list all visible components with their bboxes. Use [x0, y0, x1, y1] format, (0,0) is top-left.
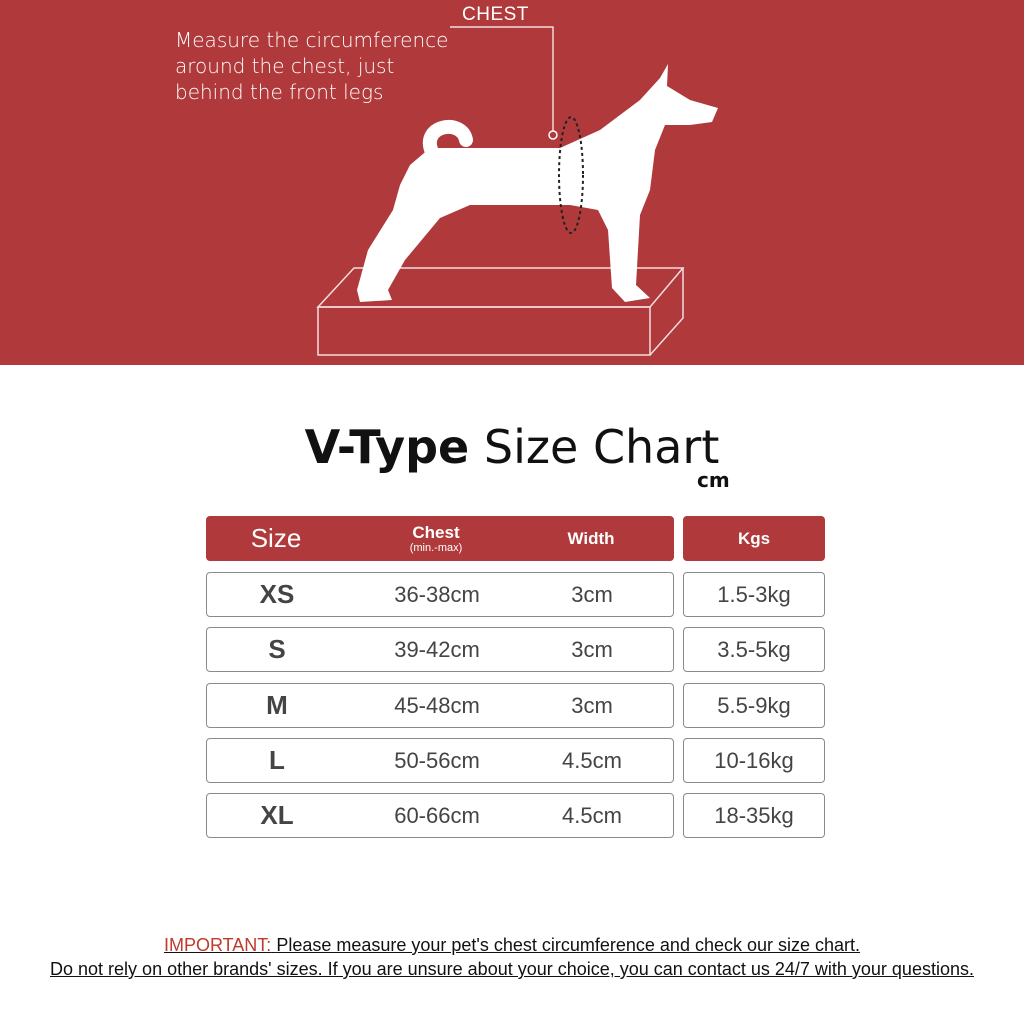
size-cell: L — [269, 745, 285, 775]
page-title: V-Type Size Chart — [0, 420, 1024, 474]
chest-cell: 39-42cm — [394, 636, 480, 662]
kgs-row: 10-16kg — [683, 738, 825, 783]
chest-cell: 36-38cm — [394, 581, 480, 607]
title-regular: Size Chart — [483, 420, 720, 474]
platform-box — [316, 267, 685, 356]
header-size: Size — [250, 523, 302, 553]
size-cell: S — [268, 634, 286, 664]
kgs-row: 1.5-3kg — [683, 572, 825, 617]
dog-silhouette — [357, 64, 718, 302]
chest-pointer-line — [450, 26, 554, 131]
title-bold: V-Type — [304, 420, 470, 474]
chest-cell: 50-56cm — [394, 747, 480, 773]
chest-strap-indicator — [558, 116, 584, 234]
footer-line-2: Do not rely on other brands' sizes. If y… — [50, 959, 974, 979]
width-cell: 3cm — [571, 636, 613, 662]
chest-cell: 60-66cm — [394, 802, 480, 828]
instruction-line: behind the front legs — [175, 80, 384, 104]
header-kgs: Kgs — [737, 528, 771, 548]
width-cell: 4.5cm — [562, 747, 622, 773]
chest-cell: 45-48cm — [394, 692, 480, 718]
kgs-cell: 3.5-5kg — [717, 636, 791, 662]
dog-measurement-illustration — [316, 26, 718, 356]
table-row: L 50-56cm 4.5cm — [206, 738, 674, 783]
table-row: XS 36-38cm 3cm — [206, 572, 674, 617]
instruction-line: Measure the circumference — [175, 28, 449, 52]
table-row: XL 60-66cm 4.5cm — [206, 793, 674, 838]
header-chest: Chest (min.-max) — [366, 516, 506, 561]
kgs-cell: 10-16kg — [714, 747, 794, 773]
size-cell: XS — [259, 579, 295, 609]
footer-text-1: Please measure your pet's chest circumfe… — [276, 935, 861, 955]
header-kgs-box: Kgs — [683, 516, 825, 561]
width-cell: 3cm — [571, 692, 613, 718]
chest-pointer-dot — [548, 130, 558, 140]
header-chest-label: Chest — [412, 523, 460, 542]
measure-instruction: Measure the circumference around the che… — [175, 27, 448, 105]
unit-label: cm — [697, 468, 730, 492]
kgs-row: 3.5-5kg — [683, 627, 825, 672]
size-cell: M — [266, 690, 288, 720]
kgs-row: 18-35kg — [683, 793, 825, 838]
table-header: Size Chest (min.-max) Width — [206, 516, 674, 561]
size-cell: XL — [260, 800, 294, 830]
kgs-cell: 18-35kg — [714, 802, 794, 828]
header-width: Width — [567, 528, 615, 548]
header-chest-sub: (min.-max) — [409, 542, 463, 554]
kgs-cell: 5.5-9kg — [717, 692, 791, 718]
hero-banner: CHEST Measure the circumference around t… — [0, 0, 1024, 365]
important-label: IMPORTANT: — [163, 935, 272, 955]
chest-label: CHEST — [462, 4, 529, 25]
footer-line-1: IMPORTANT: Please measure your pet's che… — [0, 935, 1024, 956]
instruction-line: around the chest, just — [175, 54, 395, 78]
kgs-cell: 1.5-3kg — [717, 581, 791, 607]
width-cell: 4.5cm — [562, 802, 622, 828]
table-row: M 45-48cm 3cm — [206, 683, 674, 728]
table-row: S 39-42cm 3cm — [206, 627, 674, 672]
kgs-row: 5.5-9kg — [683, 683, 825, 728]
width-cell: 3cm — [571, 581, 613, 607]
